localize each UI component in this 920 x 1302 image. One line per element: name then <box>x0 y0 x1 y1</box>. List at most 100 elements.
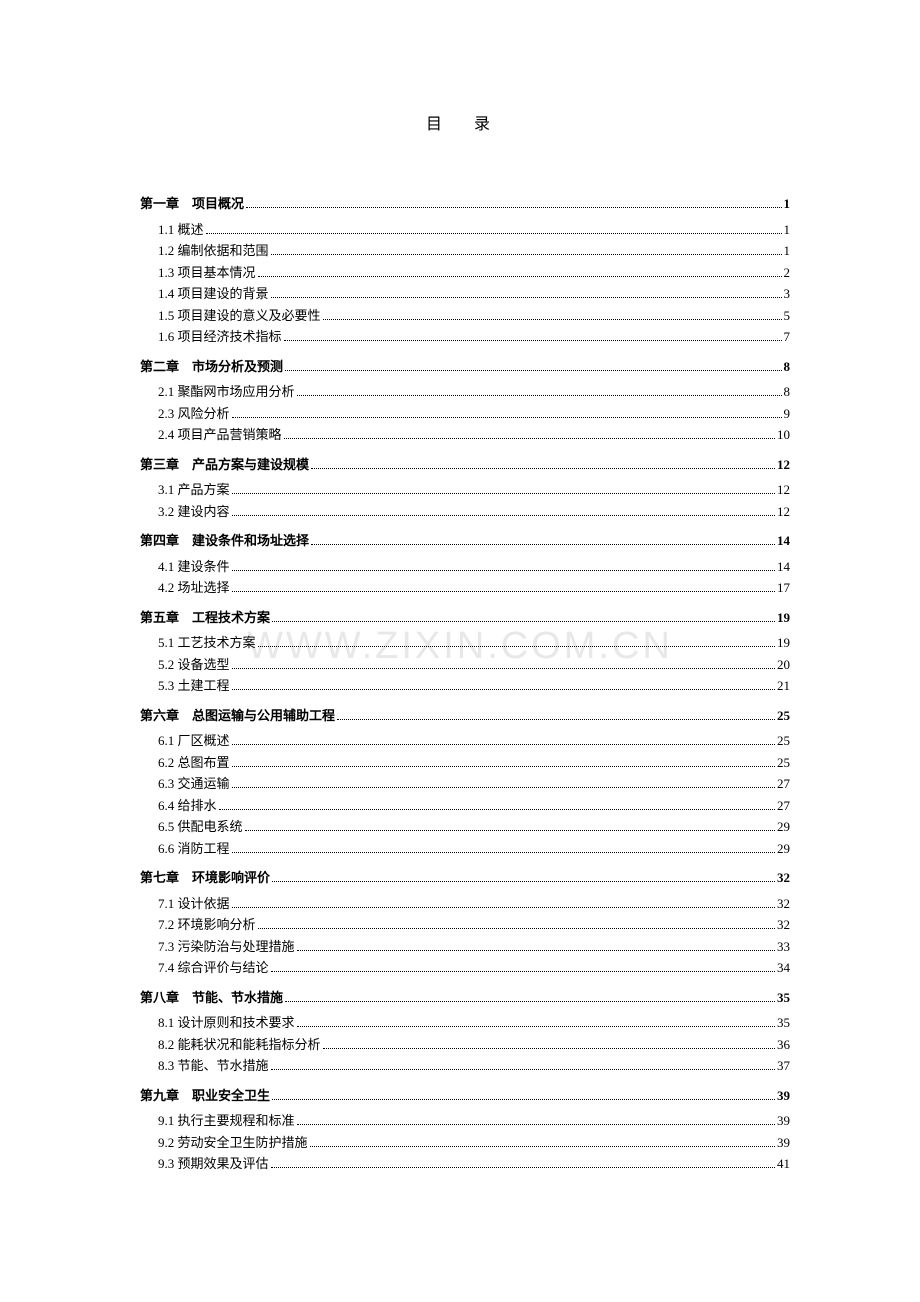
toc-dots <box>271 1069 775 1070</box>
toc-page-number: 25 <box>777 706 790 726</box>
toc-sub-row: 2.4 项目产品营销策略10 <box>140 425 790 445</box>
toc-page-number: 41 <box>777 1154 790 1174</box>
toc-chapter-row: 第四章 建设条件和场址选择14 <box>140 531 790 551</box>
toc-page-number: 8 <box>784 357 791 377</box>
toc-sub-row: 1.5 项目建设的意义及必要性5 <box>140 306 790 326</box>
toc-page-number: 9 <box>784 404 791 424</box>
toc-page-number: 32 <box>777 868 790 888</box>
toc-list: 第一章 项目概况11.1 概述11.2 编制依据和范围11.3 项目基本情况21… <box>140 194 790 1174</box>
toc-page-number: 32 <box>777 915 790 935</box>
toc-label: 1.2 编制依据和范围 <box>158 241 269 261</box>
toc-sub-row: 1.1 概述1 <box>140 220 790 240</box>
toc-label: 4.1 建设条件 <box>158 557 230 577</box>
toc-label: 1.1 概述 <box>158 220 204 240</box>
toc-page-number: 29 <box>777 817 790 837</box>
toc-sub-row: 8.3 节能、节水措施 37 <box>140 1056 790 1076</box>
page-container: 目 录 第一章 项目概况11.1 概述11.2 编制依据和范围11.3 项目基本… <box>0 0 920 1236</box>
toc-chapter-row: 第七章 环境影响评价 32 <box>140 868 790 888</box>
toc-page-number: 21 <box>777 676 790 696</box>
toc-dots <box>258 646 775 647</box>
toc-label: 第五章 工程技术方案 <box>140 608 270 628</box>
toc-page-number: 27 <box>777 796 790 816</box>
toc-dots <box>232 515 775 516</box>
toc-label: 1.5 项目建设的意义及必要性 <box>158 306 321 326</box>
toc-sub-row: 1.4 项目建设的背景3 <box>140 284 790 304</box>
toc-dots <box>232 493 775 494</box>
toc-sub-row: 3.2 建设内容 12 <box>140 502 790 522</box>
toc-label: 第一章 项目概况 <box>140 194 244 214</box>
toc-sub-row: 2.3 风险分析9 <box>140 404 790 424</box>
toc-sub-row: 5.3 土建工程 21 <box>140 676 790 696</box>
toc-page-number: 7 <box>784 327 791 347</box>
toc-dots <box>245 830 775 831</box>
toc-page-number: 12 <box>777 480 790 500</box>
toc-label: 6.2 总图布置 <box>158 753 230 773</box>
toc-sub-row: 1.3 项目基本情况 2 <box>140 263 790 283</box>
toc-page-number: 14 <box>777 557 790 577</box>
toc-page-number: 33 <box>777 937 790 957</box>
toc-label: 6.3 交通运输 <box>158 774 230 794</box>
toc-dots <box>232 787 775 788</box>
toc-sub-row: 4.2 场址选择17 <box>140 578 790 598</box>
toc-label: 5.2 设备选型 <box>158 655 230 675</box>
toc-label: 7.4 综合评价与结论 <box>158 958 269 978</box>
toc-label: 1.3 项目基本情况 <box>158 263 256 283</box>
toc-label: 9.2 劳动安全卫生防护措施 <box>158 1133 308 1153</box>
toc-dots <box>297 1124 775 1125</box>
toc-label: 6.5 供配电系统 <box>158 817 243 837</box>
toc-page-number: 25 <box>777 731 790 751</box>
toc-label: 第七章 环境影响评价 <box>140 868 270 888</box>
toc-page-number: 37 <box>777 1056 790 1076</box>
toc-label: 5.3 土建工程 <box>158 676 230 696</box>
toc-dots <box>232 744 775 745</box>
toc-page-number: 12 <box>777 502 790 522</box>
toc-page-number: 34 <box>777 958 790 978</box>
toc-dots <box>297 395 782 396</box>
toc-dots <box>232 907 775 908</box>
toc-dots <box>258 276 782 277</box>
toc-label: 2.4 项目产品营销策略 <box>158 425 282 445</box>
toc-label: 2.1 聚酯网市场应用分析 <box>158 382 295 402</box>
toc-page-number: 32 <box>777 894 790 914</box>
toc-page-number: 17 <box>777 578 790 598</box>
toc-dots <box>311 544 775 545</box>
toc-dots <box>258 928 775 929</box>
toc-dots <box>232 766 775 767</box>
toc-label: 第四章 建设条件和场址选择 <box>140 531 309 551</box>
toc-dots <box>272 881 775 882</box>
toc-dots <box>297 950 775 951</box>
toc-sub-row: 7.4 综合评价与结论 34 <box>140 958 790 978</box>
toc-label: 7.1 设计依据 <box>158 894 230 914</box>
toc-page-number: 39 <box>777 1111 790 1131</box>
toc-page-number: 39 <box>777 1086 790 1106</box>
toc-dots <box>271 297 782 298</box>
toc-dots <box>271 971 775 972</box>
toc-dots <box>232 668 775 669</box>
toc-dots <box>337 719 775 720</box>
toc-label: 3.2 建设内容 <box>158 502 230 522</box>
toc-page-number: 19 <box>777 633 790 653</box>
toc-page-number: 20 <box>777 655 790 675</box>
toc-sub-row: 7.1 设计依据 32 <box>140 894 790 914</box>
toc-sub-row: 6.4 给排水27 <box>140 796 790 816</box>
toc-label: 8.2 能耗状况和能耗指标分析 <box>158 1035 321 1055</box>
toc-label: 第六章 总图运输与公用辅助工程 <box>140 706 335 726</box>
toc-page-number: 19 <box>777 608 790 628</box>
toc-dots <box>232 417 782 418</box>
toc-chapter-row: 第三章 产品方案与建设规模12 <box>140 455 790 475</box>
toc-sub-row: 6.1 厂区概述25 <box>140 731 790 751</box>
toc-label: 5.1 工艺技术方案 <box>158 633 256 653</box>
toc-sub-row: 6.6 消防工程29 <box>140 839 790 859</box>
toc-sub-row: 3.1 产品方案12 <box>140 480 790 500</box>
toc-sub-row: 6.2 总图布置25 <box>140 753 790 773</box>
toc-label: 8.3 节能、节水措施 <box>158 1056 269 1076</box>
toc-page-number: 2 <box>784 263 791 283</box>
toc-label: 第八章 节能、节水措施 <box>140 988 283 1008</box>
toc-page-number: 12 <box>777 455 790 475</box>
toc-dots <box>311 468 775 469</box>
toc-label: 第二章 市场分析及预测 <box>140 357 283 377</box>
toc-page-number: 35 <box>777 1013 790 1033</box>
toc-label: 7.3 污染防治与处理措施 <box>158 937 295 957</box>
toc-sub-row: 6.5 供配电系统 29 <box>140 817 790 837</box>
toc-page-number: 27 <box>777 774 790 794</box>
